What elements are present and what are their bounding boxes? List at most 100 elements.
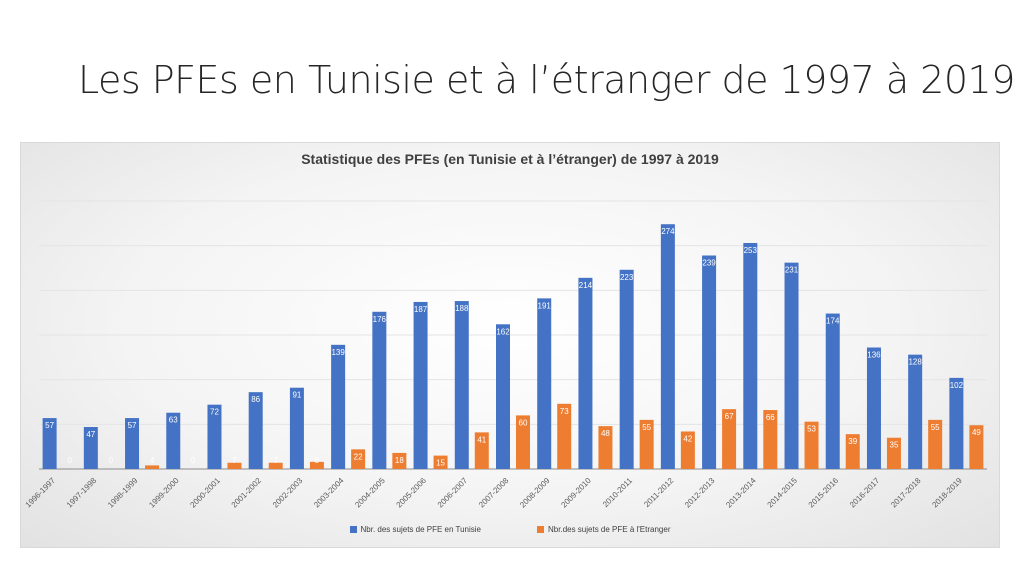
- bar-tunisie: [372, 311, 387, 469]
- legend-item-tunisie: Nbr. des sujets de PFE en Tunisie: [349, 525, 482, 534]
- data-label-tunisie: 191: [538, 301, 552, 310]
- bar-etranger: [268, 462, 283, 469]
- bar-tunisie: [743, 242, 758, 469]
- data-label-tunisie: 91: [292, 391, 301, 400]
- x-tick-label: 2014-2015: [766, 476, 800, 510]
- bar-tunisie: [702, 255, 717, 469]
- x-tick-label: 1997-1998: [65, 476, 99, 510]
- legend-swatch-etranger: [537, 526, 545, 533]
- x-tick-label: 2003-2004: [312, 476, 346, 510]
- data-label-etranger: 8: [315, 456, 320, 465]
- data-label-tunisie: 214: [579, 281, 593, 290]
- data-label-etranger: 48: [601, 429, 610, 438]
- x-tick-label: 2004-2005: [353, 476, 387, 510]
- data-label-etranger: 4: [150, 456, 155, 465]
- data-label-etranger: 73: [560, 407, 569, 416]
- bar-etranger: [351, 449, 366, 469]
- bar-etranger: [309, 461, 324, 469]
- data-label-etranger: 22: [354, 452, 363, 461]
- bar-tunisie: [83, 427, 98, 469]
- bar-tunisie: [908, 354, 923, 469]
- bar-tunisie: [289, 387, 304, 469]
- legend: Nbr. des sujets de PFE en Tunisie Nbr.de…: [21, 525, 999, 534]
- data-labels: 57 0 47 0 57 4 63 0 72 7 86 7 91 8 139 22 176 18 187 15 188 4…: [45, 227, 981, 467]
- data-label-tunisie: 128: [908, 358, 922, 367]
- bar-etranger: [392, 452, 407, 469]
- bar-tunisie: [784, 262, 799, 469]
- data-label-tunisie: 231: [785, 266, 799, 275]
- bar-tunisie: [248, 392, 263, 469]
- x-tick-label: 2002-2003: [271, 476, 305, 510]
- data-label-etranger: 35: [890, 441, 899, 450]
- data-label-etranger: 49: [972, 428, 981, 437]
- bar-etranger: [474, 432, 489, 469]
- bar-etranger: [969, 425, 984, 469]
- data-label-etranger: 53: [807, 425, 816, 434]
- bar-etranger: [598, 426, 613, 469]
- data-label-etranger: 7: [232, 456, 237, 465]
- bar-etranger: [763, 410, 778, 469]
- bar-tunisie: [660, 224, 675, 469]
- legend-label-tunisie: Nbr. des sujets de PFE en Tunisie: [360, 525, 482, 534]
- bar-etranger: [639, 419, 654, 469]
- bar-etranger: [722, 409, 737, 469]
- x-tick-label: 2010-2011: [601, 476, 634, 509]
- data-label-tunisie: 47: [86, 430, 95, 439]
- slide-title: Les PFEs en Tunisie et à l’étranger de 1…: [78, 58, 1015, 102]
- data-label-tunisie: 174: [826, 317, 840, 326]
- data-label-tunisie: 239: [702, 258, 716, 267]
- bar-etranger: [804, 421, 819, 469]
- chart-area: Statistique des PFEs (en Tunisie et à l’…: [20, 142, 1000, 548]
- x-tick-label: 2005-2006: [395, 476, 429, 510]
- data-label-etranger: 0: [67, 456, 72, 465]
- bar-etranger: [433, 455, 448, 469]
- data-label-etranger: 18: [395, 456, 404, 465]
- legend-label-etranger: Nbr.des sujets de PFE à l'Etranger: [548, 525, 671, 534]
- data-label-tunisie: 102: [950, 381, 964, 390]
- x-tick-label: 2000-2001: [188, 476, 222, 510]
- x-tick-label: 2013-2014: [724, 476, 758, 510]
- x-tick-label: 2001-2002: [230, 476, 264, 510]
- x-tick-label: 1999-2000: [147, 476, 181, 510]
- bar-etranger: [845, 434, 860, 469]
- bar-tunisie: [454, 301, 469, 469]
- bar-tunisie: [825, 313, 840, 469]
- data-label-tunisie: 57: [128, 421, 137, 430]
- data-label-tunisie: 72: [210, 408, 219, 417]
- data-label-etranger: 15: [436, 459, 445, 468]
- legend-item-etranger: Nbr.des sujets de PFE à l'Etranger: [537, 525, 671, 534]
- data-label-etranger: 42: [683, 434, 692, 443]
- bar-tunisie: [578, 277, 593, 469]
- data-label-etranger: 67: [725, 412, 734, 421]
- bar-tunisie: [496, 324, 510, 469]
- bar-tunisie: [42, 418, 57, 469]
- data-label-etranger: 60: [519, 418, 528, 427]
- bar-tunisie: [619, 269, 634, 469]
- data-label-etranger: 39: [848, 437, 857, 446]
- data-label-tunisie: 136: [867, 351, 881, 360]
- x-tick-label: 2017-2018: [889, 476, 923, 510]
- data-label-etranger: 41: [477, 435, 486, 444]
- data-label-tunisie: 188: [455, 304, 469, 313]
- data-label-tunisie: 139: [331, 348, 345, 357]
- data-label-tunisie: 253: [744, 246, 758, 255]
- x-tick-label: 2008-2009: [518, 476, 552, 510]
- bar-tunisie: [331, 344, 346, 469]
- x-tick-label: 2006-2007: [436, 476, 470, 510]
- data-label-tunisie: 162: [496, 327, 510, 336]
- bar-etranger: [227, 462, 242, 469]
- x-tick-labels: 1996-1997 1997-1998 1998-1999 1999-2000 2000…: [24, 476, 965, 510]
- bar-tunisie: [125, 418, 140, 469]
- bar-etranger: [145, 465, 160, 469]
- bar-tunisie: [207, 404, 222, 469]
- bars: [42, 224, 984, 469]
- x-tick-label: 2018-2019: [930, 476, 964, 510]
- x-tick-label: 1996-1997: [24, 476, 58, 510]
- bar-tunisie: [413, 301, 428, 469]
- bar-tunisie: [866, 347, 881, 469]
- data-label-etranger: 7: [273, 456, 278, 465]
- bar-etranger: [516, 415, 530, 469]
- bar-tunisie: [949, 377, 964, 469]
- bar-etranger: [557, 403, 572, 469]
- bar-etranger: [928, 419, 943, 469]
